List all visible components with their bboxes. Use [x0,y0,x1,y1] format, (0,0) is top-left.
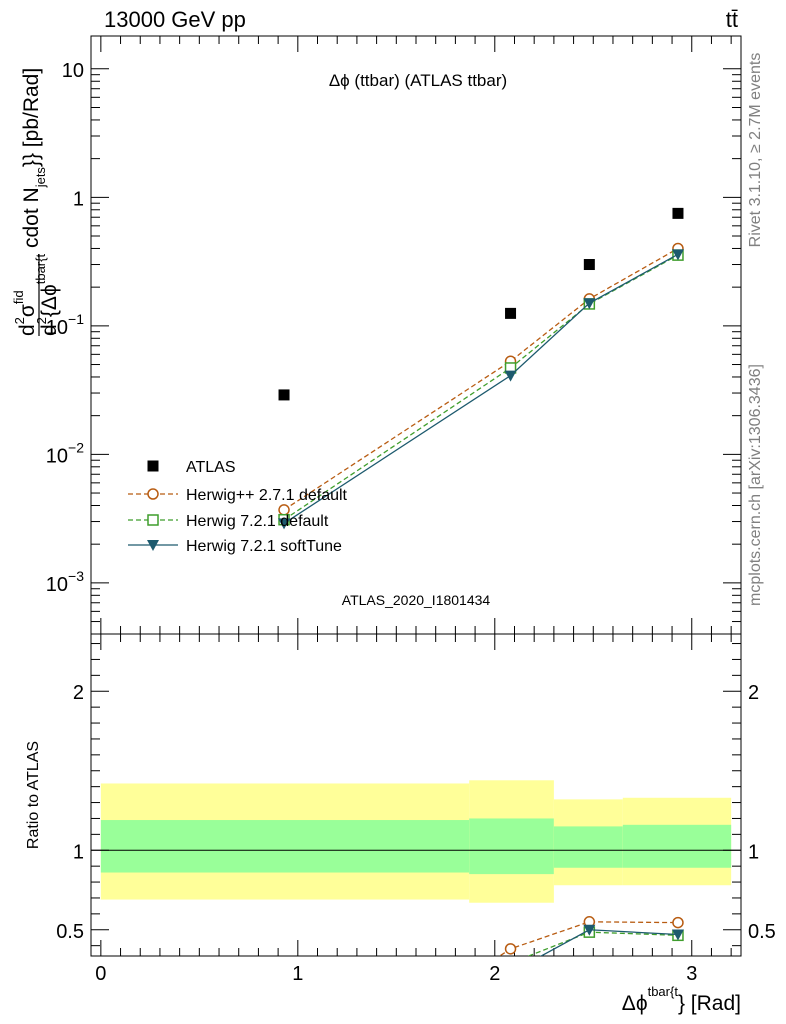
bottom-ytick-label-right: 1 [748,841,759,863]
bottom-ytick-label: 2 [73,682,84,704]
top-ylabel-denominator: d2{Δϕtbar{t [33,254,61,336]
ratio-point [506,958,516,968]
ratio-point [505,968,517,979]
series-3 [278,249,684,530]
ratio-point [504,943,517,955]
series-line [283,253,679,524]
plot-title: Δϕ (ttbar) (ATLAS ttbar) [329,71,507,90]
top-ylabel-rest: cdot Njets}} [pb/Rad] [20,68,48,248]
ratio-line [539,929,679,956]
data-point [671,249,684,261]
legend-label: Herwig++ 2.7.1 default [186,487,348,504]
legend-marker [147,460,159,472]
bottom-ytick-label-right: 0.5 [748,921,776,943]
series-line [283,247,679,511]
bottom-xtick-label: 0 [95,963,106,985]
header-right-label: tt̄ [726,7,738,32]
bottom-xtick-label: 1 [292,963,303,985]
analysis-watermark: ATLAS_2020_I1801434 [342,592,491,608]
legend-marker [147,488,159,500]
data-point [672,207,684,219]
data-point [504,370,517,382]
legend-marker [147,540,159,551]
top-ytick-label: 10−3 [46,568,84,596]
band-inner-3 [622,824,732,868]
ratio-bands [100,780,732,903]
legend-label: Herwig 7.2.1 default [186,513,329,530]
legend: ATLAS Herwig++ 2.7.1 default Herwig 7.2.1 … [128,459,348,555]
top-ytick-label: 1 [73,188,84,210]
data-point [583,298,596,310]
series-2 [278,249,684,526]
legend-label: Herwig 7.2.1 softTune [186,538,342,555]
top-ytick-label: 10−2 [46,439,84,467]
bottom-ytick-label: 1 [73,841,84,863]
rivet-version-label: Rivet 3.1.10, ≥ 2.7M events [747,53,764,248]
ratio-point [672,916,684,929]
series-0 [278,207,684,401]
legend-marker [147,514,159,526]
header-left-label: 13000 GeV pp [104,7,246,32]
bottom-axes: 0.5 0.5 1 1 2 2 0 1 2 3 [56,633,776,985]
bottom-ytick-label-right: 2 [748,682,759,704]
band-inner-0 [100,820,470,873]
band-inner-1 [469,818,554,875]
band-inner-2 [553,826,623,868]
bottom-ytick-label: 0.5 [56,921,84,943]
data-point [278,518,291,530]
ratio-point [583,924,596,936]
ratio-line [498,921,678,956]
bottom-ylabel: Ratio to ATLAS [25,741,42,849]
ratio-point [671,929,684,941]
mcplots-reference-label: mcplots.cern.ch [arXiv:1306.3436] [747,364,764,606]
bottom-xlabel: Δϕtbar{t} [Rad] [622,984,741,1015]
series-line [283,254,679,521]
top-ytick-label: 10 [62,60,84,82]
bottom-xtick-label: 3 [686,963,697,985]
legend-label: ATLAS [186,459,236,476]
top-axes: 10−3 10−2 10−1 1 10 [46,35,742,635]
data-point [583,259,595,271]
series-1 [278,242,684,516]
data-point [505,307,517,319]
data-point [278,389,290,401]
top-ylabel-text: d2σfid [11,290,39,336]
bottom-xtick-label: 2 [489,963,500,985]
ratio-series-2 [505,924,684,979]
top-ytick-label: 10−1 [46,311,84,339]
